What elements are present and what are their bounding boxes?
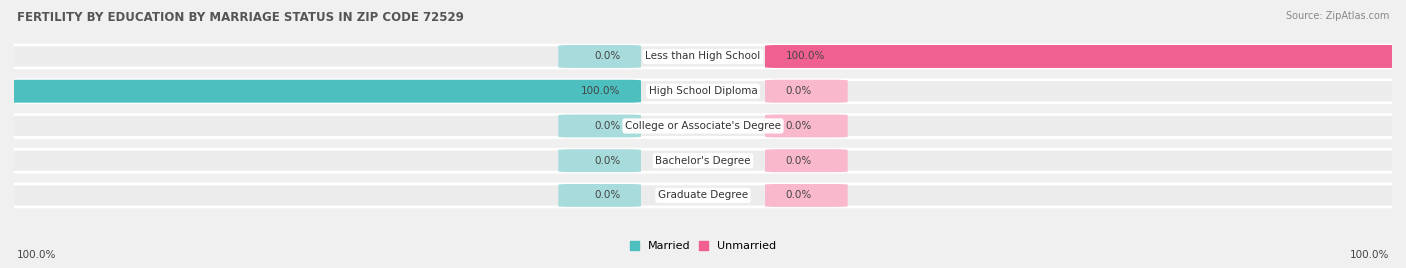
Text: 100.0%: 100.0%: [786, 51, 825, 61]
Text: Less than High School: Less than High School: [645, 51, 761, 61]
FancyBboxPatch shape: [765, 184, 848, 207]
FancyBboxPatch shape: [558, 114, 641, 137]
FancyBboxPatch shape: [0, 114, 1406, 137]
Text: 0.0%: 0.0%: [595, 156, 620, 166]
FancyBboxPatch shape: [765, 149, 848, 172]
FancyBboxPatch shape: [765, 114, 848, 137]
Text: Bachelor's Degree: Bachelor's Degree: [655, 156, 751, 166]
Text: 100.0%: 100.0%: [17, 250, 56, 260]
Text: FERTILITY BY EDUCATION BY MARRIAGE STATUS IN ZIP CODE 72529: FERTILITY BY EDUCATION BY MARRIAGE STATU…: [17, 11, 464, 24]
FancyBboxPatch shape: [0, 45, 1406, 68]
FancyBboxPatch shape: [0, 184, 1406, 207]
Text: 0.0%: 0.0%: [786, 191, 811, 200]
Text: High School Diploma: High School Diploma: [648, 86, 758, 96]
Text: 0.0%: 0.0%: [595, 51, 620, 61]
FancyBboxPatch shape: [0, 80, 641, 103]
Text: 0.0%: 0.0%: [786, 121, 811, 131]
FancyBboxPatch shape: [765, 45, 1406, 68]
Legend: Married, Unmarried: Married, Unmarried: [626, 236, 780, 255]
Text: Source: ZipAtlas.com: Source: ZipAtlas.com: [1285, 11, 1389, 21]
Text: 0.0%: 0.0%: [786, 86, 811, 96]
FancyBboxPatch shape: [558, 45, 641, 68]
Text: 0.0%: 0.0%: [786, 156, 811, 166]
FancyBboxPatch shape: [558, 149, 641, 172]
Text: 100.0%: 100.0%: [1350, 250, 1389, 260]
FancyBboxPatch shape: [0, 149, 1406, 172]
Text: 100.0%: 100.0%: [581, 86, 620, 96]
Text: Graduate Degree: Graduate Degree: [658, 191, 748, 200]
FancyBboxPatch shape: [558, 184, 641, 207]
Text: College or Associate's Degree: College or Associate's Degree: [626, 121, 780, 131]
FancyBboxPatch shape: [765, 80, 848, 103]
Text: 0.0%: 0.0%: [595, 191, 620, 200]
Text: 0.0%: 0.0%: [595, 121, 620, 131]
FancyBboxPatch shape: [0, 80, 1406, 103]
